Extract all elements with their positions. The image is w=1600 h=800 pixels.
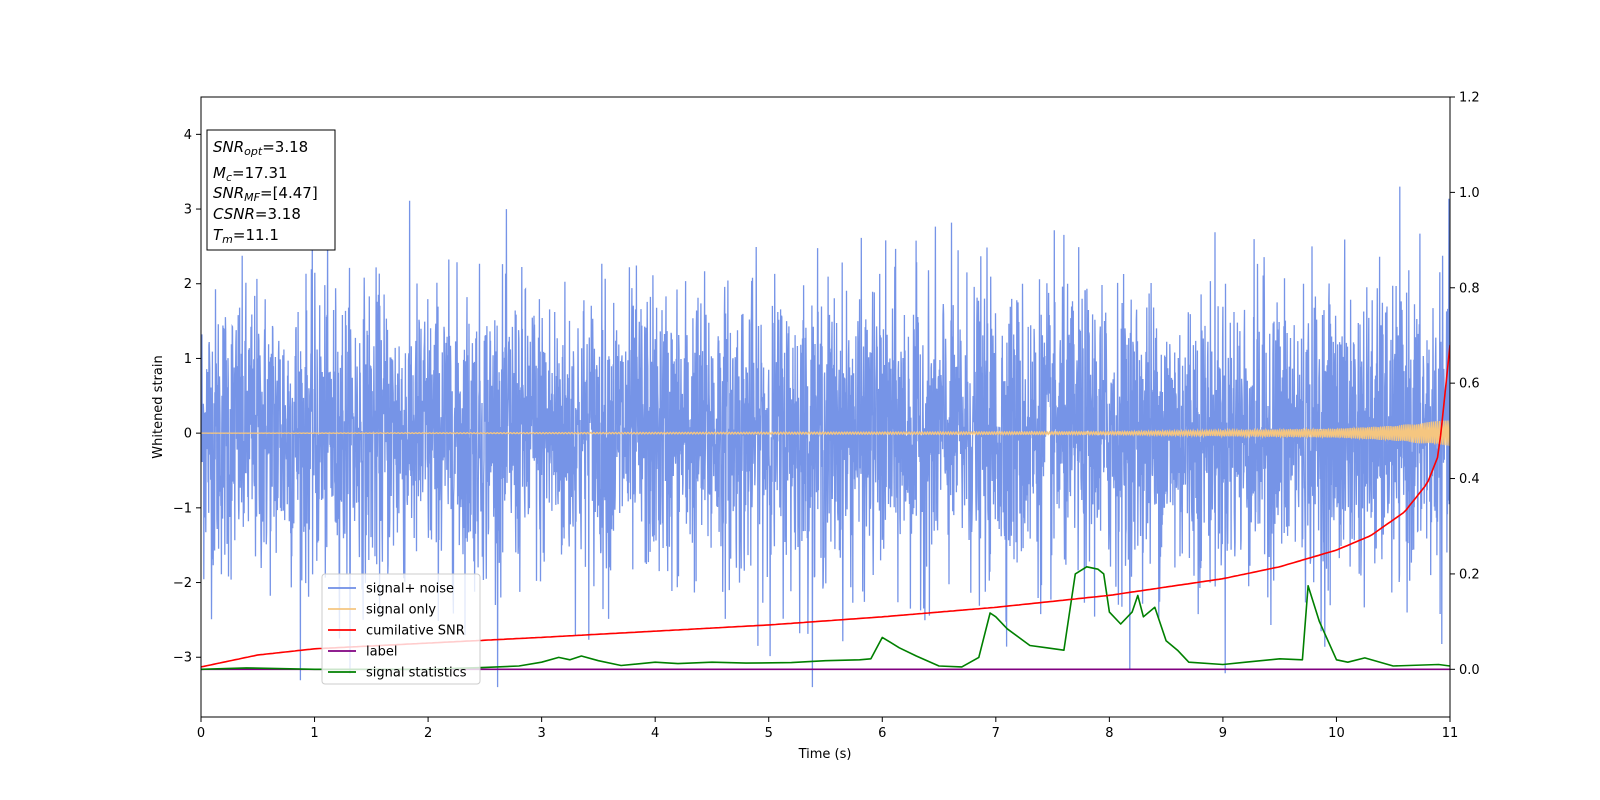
x-tick-label: 11 [1442,726,1459,741]
legend-label: signal statistics [366,666,467,681]
x-tick-label: 6 [878,726,886,741]
annotation-line: SNRopt=3.18 [213,138,308,158]
y-right-tick-label: 0.6 [1459,377,1480,392]
annotation-line: CSNR=3.18 [213,205,301,223]
series-signal-noise-line [201,186,1450,688]
y-axis-label: Whitened strain [151,355,166,458]
x-tick-label: 10 [1328,726,1345,741]
annotation-line: Mc=17.31 [213,164,288,184]
annotation-line: Tm=11.1 [213,226,279,246]
legend: signal+ noise signal only cumilative SNR la… [321,573,481,685]
y-left-tick-label: −2 [173,576,192,591]
legend-label: label [366,645,397,660]
x-axis-label: Time (s) [798,747,852,762]
x-tick-label: 0 [197,726,205,741]
x-tick-label: 8 [1105,726,1113,741]
x-tick-label: 4 [651,726,659,741]
annotation-line: SNRMF=[4.47] [213,184,318,204]
y-right-tick-label: 1.2 [1459,91,1480,106]
y-left-tick-label: 4 [184,128,192,143]
x-tick-label: 3 [537,726,545,741]
x-tick-label: 5 [765,726,773,741]
plot-frame [200,96,1451,718]
legend-label: signal+ noise [366,582,454,597]
y-right-tick-label: 0.4 [1459,472,1480,487]
y-left-tick-label: 2 [184,277,192,292]
annotation-box-frame [206,129,336,251]
x-tick-label: 1 [310,726,318,741]
y-left-tick-label: −3 [173,651,192,666]
y-right-tick-label: 0.2 [1459,567,1480,582]
legend-label: signal only [366,603,436,618]
x-tick-label: 9 [1219,726,1227,741]
x-tick-label: 7 [992,726,1000,741]
y-left-tick-label: 1 [184,352,192,367]
y-left-tick-label: 0 [184,427,192,442]
y-left-tick-label: 3 [184,203,192,218]
x-tick-label: 2 [424,726,432,741]
legend-frame [321,573,481,685]
legend-label: cumilative SNR [366,624,465,639]
series-signal-statistics-line [201,566,1450,671]
y-right-tick-label: 0.8 [1459,281,1480,296]
axes: 0 1 2 3 4 5 6 7 8 9 10 11 −3 −2 −1 0 1 2 3 4 0.0 0.2 0.4 0.6 0.8… [173,91,1480,742]
annotation-box: SNRopt=3.18 Mc=17.31SNRMF=[4.47]CSNR=3.18… [206,129,336,251]
y-right-tick-label: 0.0 [1459,663,1480,678]
y-right-tick-label: 1.0 [1459,186,1480,201]
series-signal-only-line [201,420,1450,446]
y-left-tick-label: −1 [173,501,192,516]
